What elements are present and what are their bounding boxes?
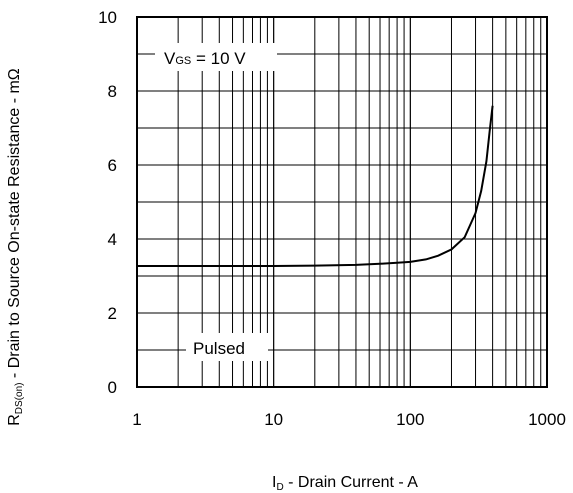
x-tick-label: 100 xyxy=(396,410,424,429)
annotation-pulsed: Pulsed xyxy=(193,339,245,358)
annotation-pulsed-background xyxy=(186,333,268,361)
x-axis-label: ID - Drain Current - A xyxy=(272,474,418,493)
y-tick-label: 4 xyxy=(108,230,117,249)
y-tick-label: 2 xyxy=(108,304,117,323)
y-axis-label: RDS(on) - Drain to Source On-state Resis… xyxy=(6,68,25,426)
plot-frame xyxy=(136,16,548,388)
y-tick-label: 0 xyxy=(108,378,117,397)
y-tick-label: 8 xyxy=(108,82,117,101)
x-tick-label: 10 xyxy=(264,410,283,429)
annotation-vgs-background xyxy=(155,43,277,71)
annotation-vgs: VGS = 10 V xyxy=(164,49,246,68)
y-tick-label: 10 xyxy=(98,8,117,27)
x-tick-label: 1 xyxy=(132,410,141,429)
series-line-rdson xyxy=(137,105,494,267)
grid xyxy=(136,16,548,388)
x-tick-label: 1000 xyxy=(528,410,566,429)
tick-labels: 1 10 100 1000 0 2 4 6 8 10 xyxy=(98,8,566,429)
y-tick-label: 6 xyxy=(108,156,117,175)
